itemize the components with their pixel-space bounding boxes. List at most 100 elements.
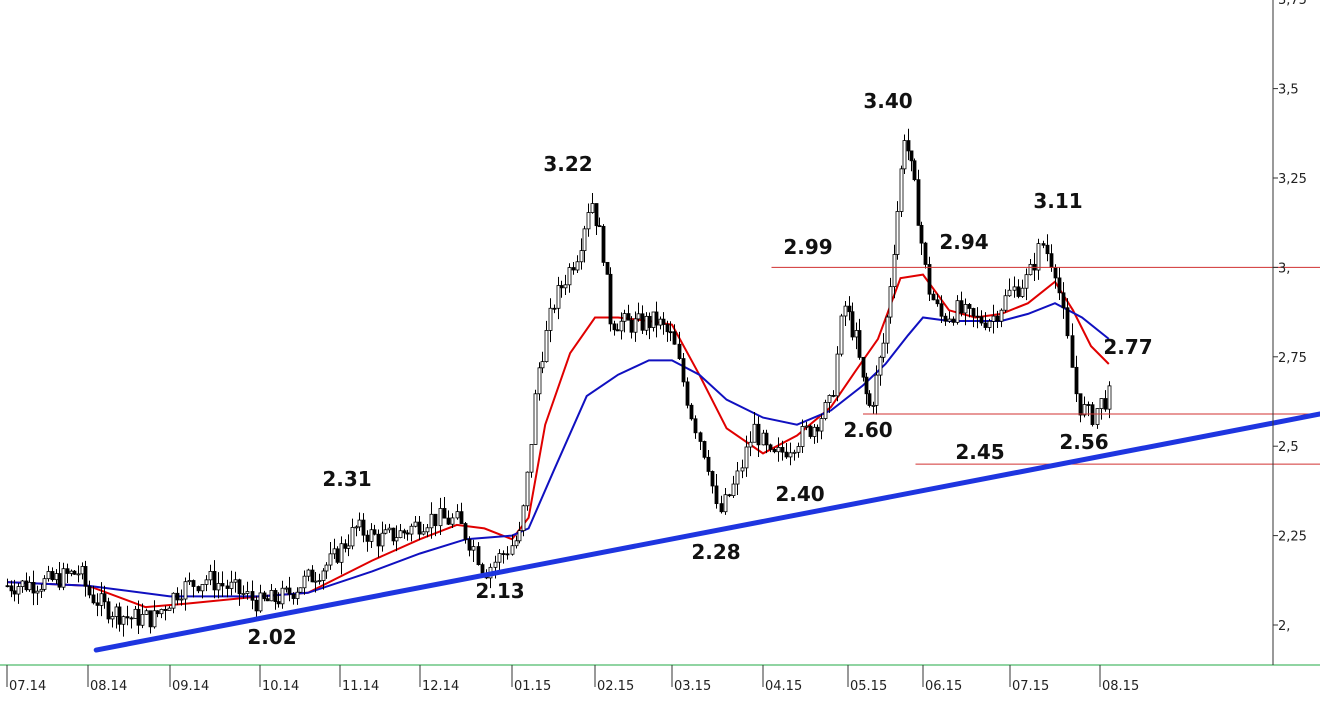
candle: [693, 415, 698, 439]
candle: [405, 529, 410, 541]
candle-body: [947, 318, 952, 322]
candle-body: [943, 315, 948, 322]
candle-body: [16, 586, 21, 595]
candle-body: [298, 587, 303, 593]
price-annotation: 2.56: [1059, 430, 1108, 454]
candle-body: [65, 568, 70, 574]
candle-body: [459, 511, 464, 524]
candle: [1020, 279, 1025, 298]
candle: [284, 585, 289, 593]
candle: [163, 605, 168, 621]
candle: [991, 304, 996, 334]
candle: [1103, 390, 1108, 412]
candle: [792, 449, 797, 461]
candle: [50, 567, 55, 582]
annotations-layer: 2.02 2.31 2.13 3.22 2.28 2.40 2.99 2.60 3.40 2.94…: [247, 89, 1152, 649]
candle-body: [719, 503, 724, 513]
candle-body: [1003, 295, 1008, 311]
candle-body: [792, 451, 797, 454]
candle: [357, 512, 362, 532]
candle-body: [245, 591, 250, 594]
y-tick-label: 3,25: [1278, 172, 1307, 187]
candle: [548, 298, 553, 343]
candle-body: [446, 517, 451, 525]
candle: [69, 569, 74, 577]
candle-body: [594, 203, 599, 227]
candle-body: [208, 570, 213, 581]
candle-body: [740, 467, 745, 472]
candle: [839, 313, 844, 357]
candle-body: [233, 579, 238, 583]
candle: [881, 333, 886, 363]
candle: [947, 311, 952, 323]
candle: [935, 293, 940, 307]
candle-body: [83, 566, 88, 587]
candle-body: [383, 529, 388, 534]
candle-body: [955, 300, 960, 323]
candle: [939, 295, 944, 324]
candle-body: [24, 580, 29, 591]
candle: [39, 584, 44, 599]
candle: [744, 435, 749, 477]
candle-body: [1045, 244, 1050, 255]
candle: [27, 576, 32, 592]
candle-body: [899, 168, 904, 212]
candle-body: [220, 583, 225, 587]
x-tick-label: 08.14: [90, 679, 127, 694]
candle-body: [433, 513, 438, 527]
candle: [148, 610, 153, 634]
candle: [467, 536, 472, 557]
candle: [517, 521, 522, 544]
candle-body: [714, 485, 719, 505]
candle-body: [200, 584, 205, 592]
candle: [780, 440, 785, 461]
candle-body: [819, 418, 824, 432]
candle: [756, 416, 761, 458]
candle: [665, 320, 670, 342]
candle: [556, 276, 561, 320]
candle: [450, 513, 455, 528]
candle: [35, 585, 40, 605]
candle-body: [983, 322, 988, 328]
candle-body: [80, 566, 85, 575]
candle: [413, 515, 418, 528]
price-annotation: 2.99: [783, 235, 832, 259]
candle: [196, 585, 201, 594]
candle-body: [812, 426, 817, 437]
candle-body: [284, 587, 289, 590]
candle-body: [5, 585, 10, 588]
candle: [916, 169, 921, 226]
candle: [975, 307, 980, 329]
candle-body: [906, 140, 911, 152]
candle: [212, 560, 217, 599]
candle-body: [438, 508, 443, 527]
candle-body: [525, 471, 530, 507]
candle-body: [110, 616, 115, 620]
candle: [651, 311, 656, 332]
candle: [995, 310, 1000, 328]
candle: [658, 316, 663, 330]
candle: [471, 539, 476, 562]
candle-body: [425, 527, 430, 533]
candle: [895, 201, 900, 260]
candle-body: [328, 553, 333, 566]
candle-body: [313, 580, 318, 583]
candle: [455, 504, 460, 520]
candle-body: [50, 571, 55, 581]
candle-body: [857, 330, 862, 358]
candle: [819, 413, 824, 440]
candle-body: [615, 329, 620, 332]
trendline: [93, 411, 1320, 653]
candle-body: [831, 395, 836, 397]
candle: [313, 572, 318, 593]
candle-body: [302, 575, 307, 589]
candle: [140, 603, 145, 629]
candle: [1099, 398, 1104, 420]
candle: [376, 529, 381, 558]
candle-body: [310, 569, 315, 583]
candle-body: [761, 432, 766, 446]
candle: [784, 442, 789, 459]
candle-body: [237, 579, 242, 595]
candle: [999, 308, 1004, 328]
candle: [335, 546, 340, 565]
